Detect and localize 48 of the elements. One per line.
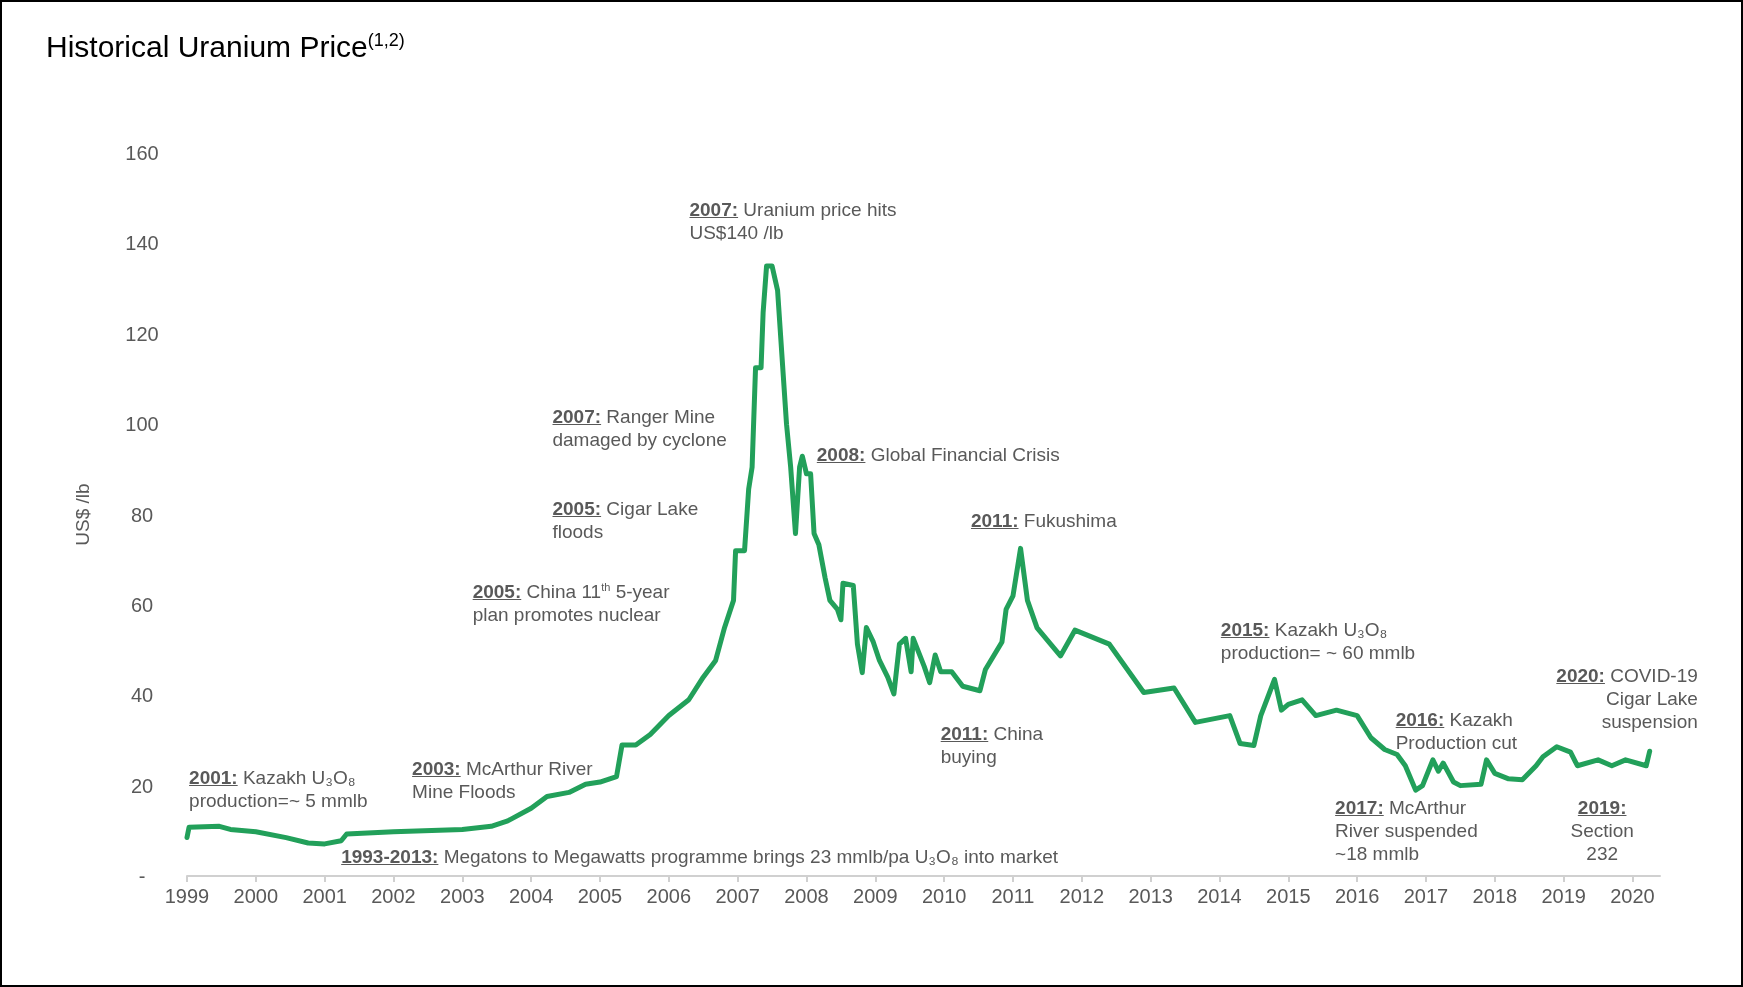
x-tick-label: 2007 (715, 885, 760, 907)
x-tick-label: 2011 (991, 885, 1035, 907)
x-tick-label: 2016 (1334, 885, 1380, 907)
y-tick-label: 120 (125, 322, 159, 345)
x-tick-label: 2017 (1403, 885, 1449, 907)
x-tick-label: 2010 (921, 885, 967, 907)
y-tick-label: 40 (130, 684, 154, 707)
y-tick-label: 20 (130, 774, 154, 797)
annotation: 2005: China 11$^{th}$ 5-year plan promotes nuclear (472, 579, 671, 626)
x-tick-label: 2013 (1128, 885, 1173, 907)
x-tick-label: 2009 (853, 885, 898, 907)
annotation: 2015: Kazakh U₃O₈ production= ~ 60 mmlb (1220, 618, 1417, 665)
y-tick-label: 160 (125, 142, 159, 164)
annotation: 2003: McArthur River Mine Floods (412, 756, 594, 803)
x-tick-label: 2006 (646, 885, 692, 907)
y-tick-label: 80 (130, 503, 154, 526)
annotation: 2001: Kazakh U₃O₈ production=~ 5 mmlb (189, 765, 369, 812)
annotation: 2020: COVID-19 Cigar Lake suspension (1555, 664, 1698, 734)
annotation: 2019: Section 232 (1569, 795, 1635, 865)
y-axis-title: US$ /lb (72, 483, 93, 546)
x-tick-label: 2015 (1266, 885, 1311, 907)
y-tick-label: 60 (130, 593, 154, 616)
x-tick-label: 2019 (1541, 885, 1586, 907)
annotation: 2017: McArthur River suspended ~18 mmlb (1335, 795, 1479, 865)
annotation: 2011: China buying (940, 722, 1045, 769)
x-tick-label: 2008 (784, 885, 829, 907)
annotation: 2008: Global Financial Crisis (816, 443, 1061, 467)
x-tick-label: 2004 (508, 885, 554, 907)
y-tick-label: 100 (125, 413, 159, 436)
annotation: 2005: Cigar Lake floods (552, 496, 700, 543)
annotation: 1993-2013: Megatons to Megawatts programme brings 23 mmlb/pa U₃O₈ into market (341, 845, 1060, 869)
x-tick-label: 2005 (577, 885, 623, 907)
annotation: 2011: Fukushima (970, 509, 1118, 533)
x-tick-label: 2018 (1472, 885, 1518, 907)
annotation: 2007: Ranger Mine damaged by cyclone (552, 405, 728, 452)
x-tick-label: 2020 (1610, 885, 1655, 907)
chart-title: Historical Uranium Price$^{(1,2)}$ (46, 30, 405, 64)
y-tick-label: 140 (125, 232, 159, 255)
annotation: 2007: Uranium price hits US$140 /lb (689, 197, 898, 244)
x-tick-label: 2014 (1197, 885, 1242, 907)
x-tick-label: 2001 (302, 885, 347, 907)
x-tick-label: 2012 (1059, 885, 1105, 907)
x-tick-label: 1999 (164, 885, 210, 907)
x-tick-label: 2002 (371, 885, 416, 907)
annotation: 2016: Kazakh Production cut (1395, 707, 1519, 754)
x-tick-label: 2000 (233, 885, 279, 907)
x-tick-label: 2003 (440, 885, 485, 907)
y-tick-label: - (138, 865, 146, 887)
